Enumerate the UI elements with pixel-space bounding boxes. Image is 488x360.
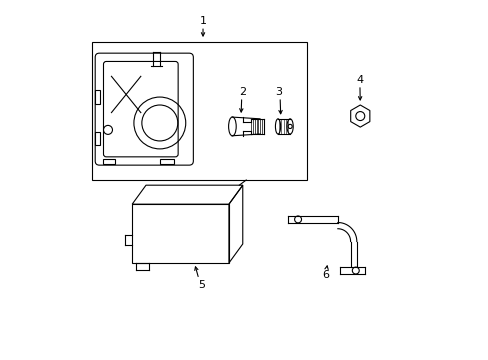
Text: 2: 2 [239,87,246,97]
Bar [95,132,100,145]
Text: 4: 4 [355,75,363,85]
Bar [95,90,100,104]
Bar [102,159,115,165]
Bar [160,159,173,165]
Text: 5: 5 [197,280,204,291]
Text: 3: 3 [275,87,282,97]
Bar [132,204,228,263]
Bar [92,42,306,180]
Text: 1: 1 [199,16,206,26]
Text: 6: 6 [322,270,328,280]
